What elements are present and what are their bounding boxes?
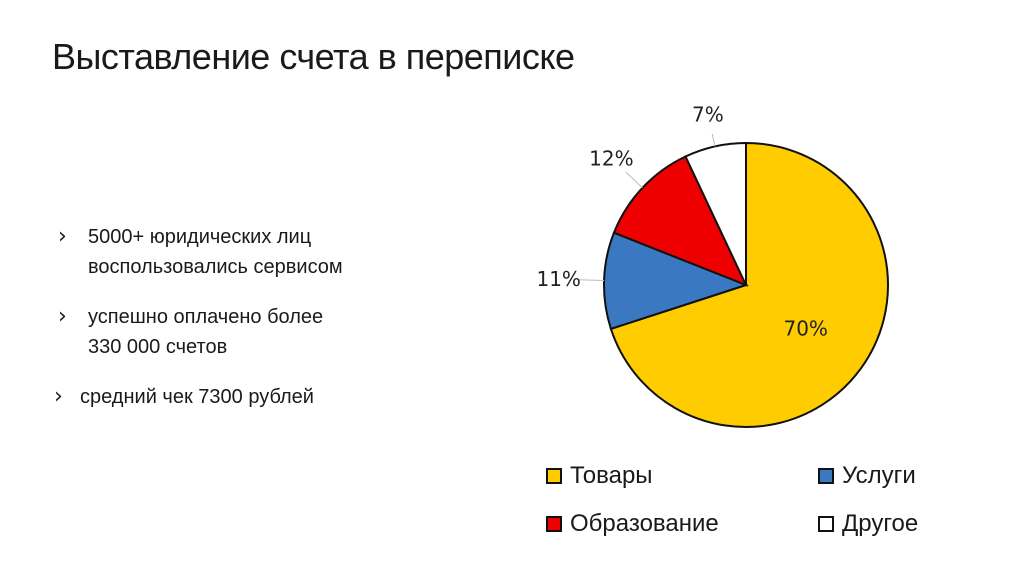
pie-chart: 70% 11% 12% 7% <box>520 100 960 440</box>
leader-line <box>578 279 605 281</box>
pie-slice-other <box>684 141 747 286</box>
slice-value-label: 70% <box>783 316 827 340</box>
slice-value-label: 7% <box>692 103 724 127</box>
slice-value-label: 11% <box>536 267 580 291</box>
chevron-right-icon: › <box>58 224 67 249</box>
leader-line <box>625 171 643 189</box>
leader-line <box>711 133 716 147</box>
bullet-text-line-2: воспользовались сервисом <box>88 256 343 278</box>
legend-swatch <box>818 516 834 532</box>
bullet-item-average-check: › средний чек 7300 рублей <box>54 382 314 412</box>
bullet-item-paid-invoices: › успешно оплачено более 330 000 счетов <box>58 302 323 362</box>
legend-item-other: Другое <box>818 510 918 538</box>
bullet-text-line-1: средний чек 7300 рублей <box>80 386 314 408</box>
chevron-right-icon: › <box>58 304 67 329</box>
slide-title: Выставление счета в переписке <box>52 36 575 77</box>
bullet-item-companies: › 5000+ юридических лиц воспользовались … <box>58 222 343 282</box>
bullet-text-line-1: успешно оплачено более <box>88 306 324 328</box>
chevron-right-icon: › <box>54 384 63 409</box>
legend-item-goods: Товары <box>546 462 653 490</box>
pie-slice-education <box>612 155 748 287</box>
slice-value-label: 12% <box>589 147 633 171</box>
pie-slice-goods <box>609 141 889 428</box>
legend-label: Услуги <box>842 462 916 489</box>
legend-label: Товары <box>570 462 653 489</box>
legend-item-services: Услуги <box>818 462 916 490</box>
legend-swatch <box>546 468 562 484</box>
legend-swatch <box>546 516 562 532</box>
bullet-text-line-1: 5000+ юридических лиц <box>88 226 312 248</box>
legend-swatch <box>818 468 834 484</box>
chart-legend: Товары Услуги Образование Другое <box>546 458 966 558</box>
legend-item-education: Образование <box>546 510 719 538</box>
bullet-text-line-2: 330 000 счетов <box>88 336 228 358</box>
legend-label: Образование <box>570 510 719 537</box>
legend-label: Другое <box>842 510 919 537</box>
pie-chart-svg: 70% 11% 12% 7% <box>536 103 889 428</box>
